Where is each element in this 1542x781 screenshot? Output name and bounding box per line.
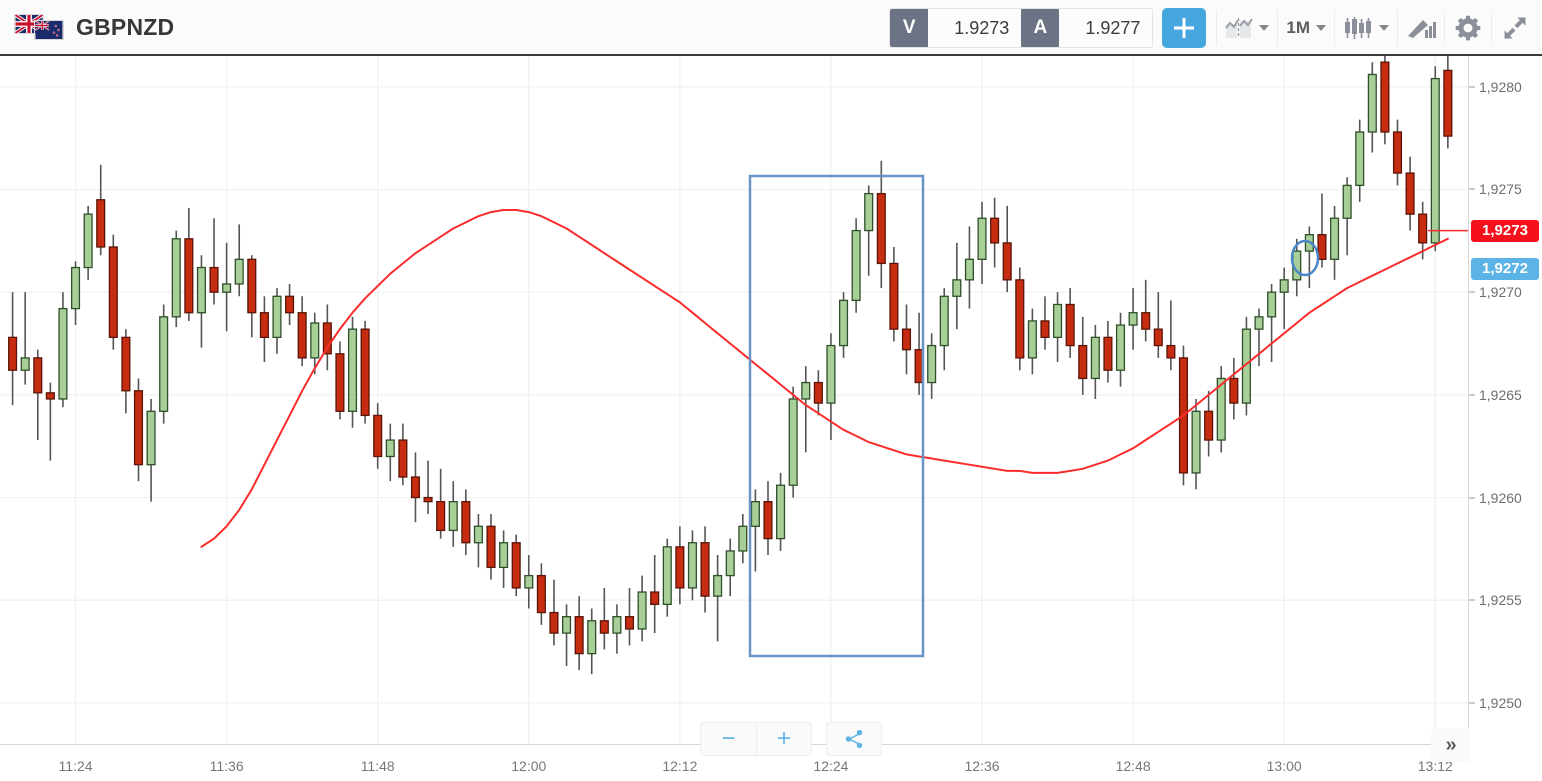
chevron-down-icon [1316, 25, 1326, 31]
app-header: GBPNZD V 1.9273 A 1.9277 [0, 0, 1542, 56]
price-tick-mark [1469, 86, 1475, 88]
candlestick-icon [1345, 17, 1371, 39]
drawing-tools-button[interactable] [1400, 8, 1442, 48]
price-tick-label: 1,9280 [1479, 78, 1522, 95]
crosshair-button[interactable] [1162, 8, 1207, 48]
toolbar-divider [1491, 10, 1492, 46]
toolbar-divider [1334, 10, 1335, 46]
toolbar-divider [1277, 10, 1279, 46]
plot-svg [0, 56, 1468, 744]
zoom-controls: − + [700, 722, 882, 756]
ask-quote[interactable]: A 1.9277 [1021, 9, 1152, 47]
time-tick-label: 11:24 [58, 758, 93, 774]
price-tick-mark [1469, 188, 1475, 190]
nz-flag-icon [34, 20, 64, 40]
timeframe-button[interactable]: 1M [1280, 8, 1332, 48]
indicators-button[interactable] [1219, 8, 1275, 48]
time-tick-label: 12:48 [1115, 758, 1151, 774]
price-tick-label: 1,9250 [1479, 694, 1522, 711]
zoom-out-button[interactable]: − [700, 722, 756, 756]
scroll-to-latest-button[interactable]: » [1431, 728, 1471, 762]
badge-bid: 1,9273 [1471, 219, 1539, 242]
crosshair-icon [1174, 18, 1195, 38]
gear-icon [1455, 15, 1481, 41]
indicators-icon [1225, 18, 1254, 38]
price-tick-label: 1,9265 [1479, 386, 1522, 403]
time-tick-label: 12:24 [813, 758, 849, 774]
badge-ask: 1,9272 [1471, 257, 1539, 280]
uk-flag-icon [14, 14, 44, 34]
price-axis[interactable]: 1,9280 1,9275 1,9270 1,9265 1,9260 1,9255 1,92… [1468, 56, 1542, 744]
price-tick-label: 1,9270 [1479, 284, 1522, 301]
bid-value: 1.9273 [954, 17, 1010, 38]
toolbar-divider [1216, 10, 1218, 46]
price-tick-mark [1469, 599, 1475, 601]
page-title: GBPNZD [76, 13, 175, 40]
quote-group: V 1.9273 A 1.9277 [889, 8, 1154, 48]
time-tick-label: 11:36 [209, 758, 244, 774]
expand-icon [1504, 17, 1526, 39]
ask-tag: A [1021, 9, 1060, 47]
selection-rectangle[interactable] [748, 174, 925, 658]
price-tick-label: 1,9255 [1479, 592, 1522, 609]
price-tick-label: 1,9275 [1479, 181, 1522, 198]
time-tick-label: 12:12 [662, 758, 698, 774]
price-tick-label: 1,9260 [1479, 489, 1522, 506]
price-tick-mark [1469, 291, 1475, 293]
share-icon [845, 729, 863, 749]
chart-type-button[interactable] [1337, 8, 1395, 48]
timeframe-label: 1M [1286, 18, 1310, 37]
toolbar-divider [1397, 10, 1398, 46]
ask-value: 1.9277 [1085, 17, 1141, 38]
time-tick-label: 12:00 [511, 758, 547, 774]
chevron-down-icon [1259, 25, 1270, 31]
candlestick-plot[interactable] [0, 56, 1468, 744]
time-tick-label: 13:00 [1266, 758, 1302, 774]
bid-quote[interactable]: V 1.9273 [890, 9, 1021, 47]
zoom-in-button[interactable]: + [756, 722, 812, 756]
circle-marker-annotation[interactable] [1290, 239, 1320, 277]
settings-button[interactable] [1447, 8, 1489, 48]
symbol-block[interactable]: GBPNZD [0, 12, 174, 42]
time-tick-label: 11:48 [360, 758, 395, 774]
price-tick-mark [1469, 394, 1475, 396]
candle-layer [8, 56, 1453, 675]
chart-toolbar: V 1.9273 A 1.9277 [889, 0, 1536, 56]
drawing-tools-icon [1408, 20, 1436, 38]
price-tick-mark [1469, 497, 1475, 499]
time-tick-label: 13:12 [1417, 758, 1453, 774]
chevron-down-icon [1379, 25, 1389, 31]
fullscreen-button[interactable] [1494, 8, 1536, 48]
currency-pair-flags [14, 12, 66, 42]
grid-layer [0, 56, 1468, 744]
price-tick-mark [1469, 702, 1475, 704]
time-tick-label: 12:36 [964, 758, 1000, 774]
chart-container: 1,9280 1,9275 1,9270 1,9265 1,9260 1,9255 1,92… [0, 56, 1542, 781]
toolbar-divider [1444, 10, 1445, 46]
moving-average-line [200, 209, 1449, 548]
share-button[interactable] [826, 722, 882, 756]
bid-tag: V [890, 9, 929, 47]
